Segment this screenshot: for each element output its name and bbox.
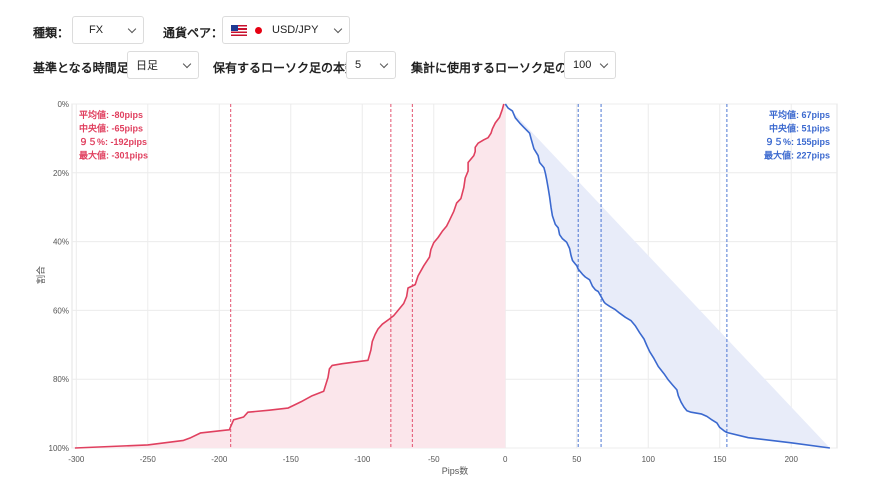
type-select[interactable]: FX bbox=[72, 16, 144, 44]
x-tick-label: 150 bbox=[713, 455, 727, 464]
annotation-right: ９５%: 155pips bbox=[765, 137, 830, 147]
hold-label: 保有するローソク足の本数： bbox=[213, 61, 370, 75]
reference-lines bbox=[230, 104, 728, 448]
annotation-right: 中央値: 51pips bbox=[769, 123, 830, 134]
x-tick-label: 200 bbox=[785, 455, 799, 464]
series-line-negative bbox=[74, 103, 505, 449]
chart-lines bbox=[74, 103, 831, 449]
x-tick-label: 0 bbox=[503, 455, 508, 464]
hold-select[interactable]: 5 bbox=[346, 51, 396, 79]
annotation-right: 平均値: 67pips bbox=[769, 109, 830, 120]
axis-ticks: 0% 20% 40% 60% 80% 100% -300 -250 -200 -150 -100 -5… bbox=[49, 100, 799, 464]
chart-annotations: 平均値: -80pips 中央値: -65pips ９５%: -192pips 最大値… bbox=[79, 109, 830, 161]
hold-select-value: 5 bbox=[355, 59, 362, 71]
pair-select-value: USD/JPY bbox=[272, 24, 319, 36]
x-tick-label: -200 bbox=[211, 455, 228, 464]
area-positive bbox=[505, 104, 830, 448]
x-tick-label: -150 bbox=[283, 455, 300, 464]
pair-label: 通貨ペア： bbox=[163, 26, 224, 40]
y-axis-label: 割合 bbox=[35, 266, 46, 284]
type-label: 種類： bbox=[33, 26, 70, 40]
x-tick-label: -250 bbox=[140, 455, 157, 464]
annotation-left: 中央値: -65pips bbox=[79, 123, 143, 134]
y-tick-label: 0% bbox=[57, 100, 69, 109]
series-line-positive bbox=[504, 103, 831, 449]
timeframe-label: 基準となる時間足： bbox=[33, 61, 141, 75]
y-tick-label: 80% bbox=[53, 375, 69, 384]
y-tick-label: 60% bbox=[53, 306, 69, 315]
x-tick-label: -100 bbox=[354, 455, 371, 464]
x-tick-label: 100 bbox=[642, 455, 656, 464]
jp-flag-icon bbox=[255, 26, 262, 34]
us-flag-icon bbox=[231, 24, 247, 36]
y-tick-label: 40% bbox=[53, 238, 69, 247]
annotation-left: 平均値: -80pips bbox=[79, 109, 143, 120]
timeframe-select-value: 日足 bbox=[136, 60, 158, 72]
annotation-left: ９５%: -192pips bbox=[79, 137, 147, 147]
count-select-value: 100 bbox=[573, 59, 592, 71]
y-tick-label: 100% bbox=[49, 444, 69, 453]
annotation-left: 最大値: -301pips bbox=[79, 150, 148, 161]
annotation-right: 最大値: 227pips bbox=[764, 150, 830, 161]
count-label: 集計に使用するローソク足の本数 bbox=[411, 61, 592, 75]
count-select[interactable]: 100 bbox=[564, 51, 616, 79]
y-tick-label: 20% bbox=[53, 169, 69, 178]
type-select-value: FX bbox=[89, 24, 104, 36]
chart-areas bbox=[74, 104, 830, 448]
timeframe-select[interactable]: 日足 bbox=[127, 51, 199, 79]
pair-select[interactable]: USD/JPY bbox=[222, 16, 350, 44]
x-tick-label: -50 bbox=[428, 455, 440, 464]
area-negative bbox=[74, 104, 506, 448]
x-tick-label: -300 bbox=[68, 455, 85, 464]
x-tick-label: 50 bbox=[572, 455, 581, 464]
x-axis-label: Pips数 bbox=[442, 465, 469, 476]
